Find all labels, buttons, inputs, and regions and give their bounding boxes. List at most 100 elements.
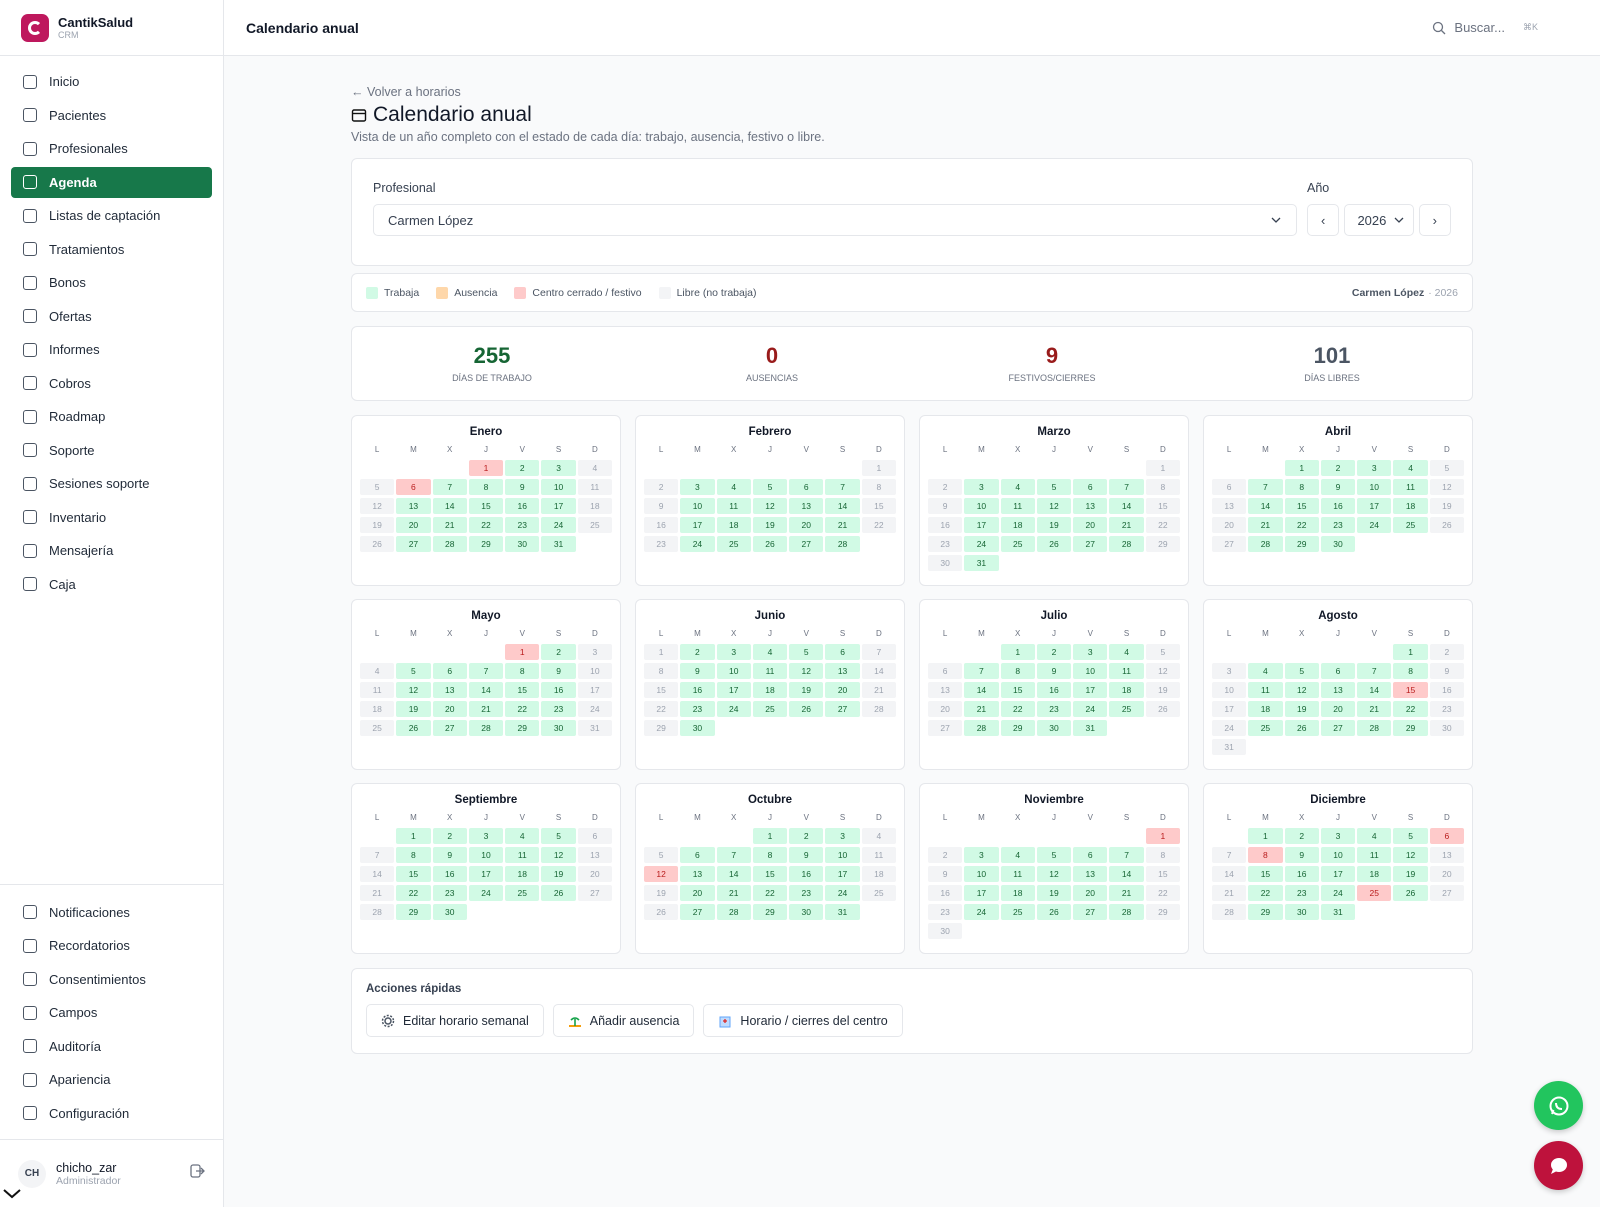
day-cell: 7	[360, 846, 395, 863]
day-cell: 14	[1109, 865, 1144, 882]
nav-item[interactable]: Mensajería	[11, 535, 212, 566]
nav-item[interactable]: Bonos	[11, 267, 212, 298]
day-cell: 12	[1145, 662, 1180, 679]
nav-label: Bonos	[49, 275, 86, 290]
day-cell: 9	[928, 865, 963, 882]
day-cell: 17	[1212, 700, 1247, 717]
nav-item[interactable]: Campos	[11, 997, 212, 1028]
nav-item[interactable]: Ofertas	[11, 301, 212, 332]
empty-day	[717, 828, 751, 845]
nav-label: Ofertas	[49, 308, 92, 324]
nav-item[interactable]: Roadmap	[11, 401, 212, 432]
search-placeholder: Buscar...	[1454, 20, 1505, 35]
day-cell: 3	[825, 827, 860, 844]
day-cell: 10	[964, 497, 999, 514]
nav-item[interactable]: Apariencia	[11, 1064, 212, 1095]
day-cell: 9	[789, 846, 824, 863]
weekday: S	[1407, 629, 1414, 638]
day-cell: 31	[825, 903, 860, 920]
weekday: M	[1262, 813, 1269, 822]
next-year[interactable]: ›	[1418, 204, 1451, 236]
day-cell: 29	[505, 719, 540, 736]
nav-item[interactable]: Sesiones soporte	[11, 468, 212, 499]
nav-icon	[23, 242, 37, 256]
legend-label: Libre (no trabaja)	[676, 286, 757, 299]
quick-action-button[interactable]: Añadir ausencia	[552, 1004, 695, 1037]
month-grid: L M X J V S D 1 2 3 4 5 6 7 8 9 10 11 12 13 14 15 16 17 18 19 20 21…	[360, 813, 612, 920]
nav-item[interactable]: Configuración	[11, 1098, 212, 1129]
weekday: S	[1407, 813, 1414, 822]
professional-select[interactable]: Carmen López	[373, 204, 1297, 236]
nav-item[interactable]: Inventario	[11, 502, 212, 533]
nav-item[interactable]: Recordatorios	[11, 930, 212, 961]
day-cell: 8	[861, 478, 896, 495]
nav-item[interactable]: Notificaciones	[11, 897, 212, 928]
day-cell: 6	[396, 478, 431, 495]
prev-year[interactable]: ‹	[1307, 204, 1340, 236]
day-cell: 31	[577, 719, 612, 736]
nav-item[interactable]: Pacientes	[11, 100, 212, 131]
weekday: L	[1226, 813, 1232, 822]
nav-label: Configuración	[49, 1105, 130, 1121]
weekday: V	[1371, 445, 1377, 454]
weekday: X	[731, 445, 737, 454]
weekday: X	[447, 629, 453, 638]
legend-swatch	[436, 286, 449, 299]
day-cell: 3	[1357, 459, 1392, 476]
month-grid: L M X J V S D 1 2 3 4 5 6 7 8 9 10 11 12 13 14 15 16 17 18 19 20 21…	[928, 445, 1180, 571]
weekday: J	[1051, 813, 1056, 822]
nav-item[interactable]: Tratamientos	[11, 234, 212, 265]
back-link[interactable]: ← Volver a horarios	[351, 85, 461, 99]
empty-day	[789, 460, 823, 477]
day-cell: 23	[1429, 700, 1464, 717]
day-cell: 6	[680, 846, 715, 863]
nav-item[interactable]: Informes	[11, 334, 212, 365]
month-title: Julio	[1040, 610, 1068, 622]
topbar-title: Calendario anual	[246, 19, 359, 36]
nav-item[interactable]: Consentimientos	[11, 964, 212, 995]
collapse[interactable]	[2, 1186, 22, 1205]
empty-day	[680, 828, 714, 845]
day-cell: 6	[1429, 827, 1464, 844]
day-cell: 18	[861, 865, 896, 882]
day-cell: 11	[1000, 865, 1035, 882]
day-cell: 3	[716, 643, 751, 660]
day-cell: 4	[861, 827, 896, 844]
day-cell: 26	[541, 884, 576, 901]
nav-item[interactable]: Profesionales	[11, 133, 212, 164]
day-cell: 5	[752, 478, 788, 495]
day-cell: 25	[1000, 903, 1035, 920]
whatsapp-button[interactable]	[1534, 1081, 1583, 1130]
day-cell: 26	[1284, 719, 1319, 736]
quick-action-button[interactable]: Horario / cierres del centro	[703, 1004, 903, 1037]
day-cell: 28	[861, 700, 896, 717]
empty-day	[433, 644, 467, 661]
nav-item[interactable]: Agenda	[11, 166, 212, 198]
day-cell: 23	[680, 700, 715, 717]
day-cell: 9	[505, 478, 540, 495]
weekday: S	[1407, 445, 1414, 454]
logout[interactable]	[189, 1163, 205, 1184]
day-cell: 12	[1036, 865, 1072, 882]
nav-item[interactable]: Auditoría	[11, 1031, 212, 1062]
nav-item[interactable]: Cobros	[11, 368, 212, 399]
day-cell: 3	[964, 478, 999, 495]
nav-item[interactable]: Inicio	[11, 66, 212, 97]
nav-item[interactable]: Soporte	[11, 435, 212, 466]
day-cell: 27	[1073, 903, 1108, 920]
quick-actions-title: Acciones rápidas	[366, 983, 462, 995]
weekday: J	[1335, 445, 1340, 454]
search[interactable]: Buscar... ⌘K	[1432, 20, 1538, 35]
chat-button[interactable]	[1534, 1141, 1583, 1190]
day-cell: 9	[1429, 662, 1464, 679]
day-cell: 2	[1429, 643, 1464, 660]
quick-action-button[interactable]: Editar horario semanal	[366, 1004, 544, 1037]
year-select[interactable]: 2026	[1344, 204, 1414, 236]
legend-owner: Carmen López	[1351, 286, 1425, 299]
nav-item[interactable]: Caja	[11, 569, 212, 600]
day-cell: 7	[716, 846, 751, 863]
weekday: V	[519, 629, 525, 638]
nav-item[interactable]: Listas de captación	[11, 200, 212, 231]
empty-day	[1073, 828, 1107, 845]
day-cell: 21	[716, 884, 751, 901]
